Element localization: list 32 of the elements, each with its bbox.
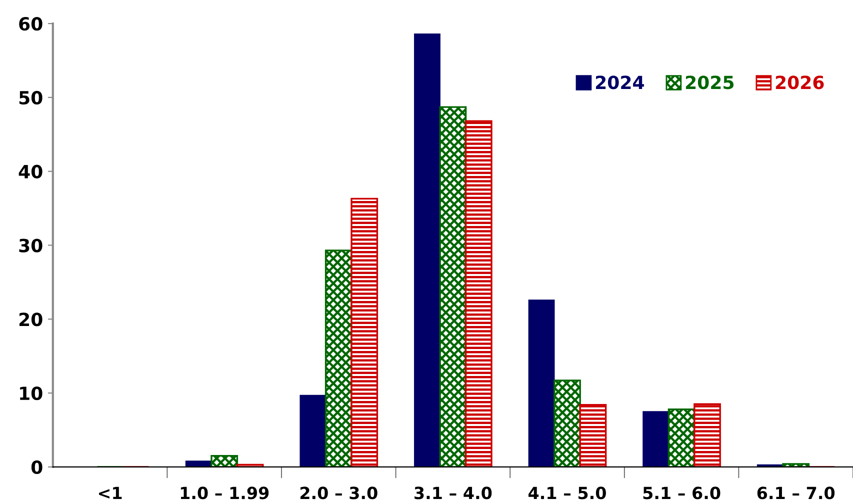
y-tick-label: 60 — [19, 17, 42, 31]
bar — [439, 106, 467, 467]
x-tick-label: <1 — [99, 486, 122, 500]
x-tick-label: 6.1 – 7.0 — [757, 486, 835, 500]
bar — [528, 300, 555, 467]
bar — [668, 408, 696, 467]
bar — [554, 380, 581, 467]
legend-label: 2025 — [686, 76, 734, 90]
x-tick-label: 5.1 – 6.0 — [643, 486, 720, 500]
bar — [300, 394, 326, 467]
x-tick-label: 3.1 – 4.0 — [414, 486, 492, 500]
bar — [414, 34, 440, 467]
x-tick-label: 1.0 – 1.99 — [180, 486, 269, 500]
y-tick-label: 30 — [19, 238, 42, 252]
bar — [185, 460, 212, 467]
bar — [579, 404, 607, 467]
bar — [694, 403, 721, 467]
x-tick-label: 2.0 – 3.0 — [300, 486, 378, 500]
bar — [210, 455, 238, 467]
bar — [782, 463, 810, 467]
bar — [464, 120, 492, 467]
y-tick-label: 50 — [19, 90, 42, 105]
x-tick-label: 4.1 – 5.0 — [528, 486, 606, 500]
y-tick-label: 0 — [31, 460, 42, 474]
bar — [642, 411, 670, 467]
y-tick-label: 20 — [19, 312, 42, 326]
bar — [324, 250, 352, 467]
legend-label: 2024 — [596, 76, 644, 90]
y-tick-label: 40 — [18, 164, 42, 178]
y-tick-label: 10 — [20, 386, 42, 400]
bar — [350, 198, 378, 467]
legend-label: 2026 — [776, 76, 824, 90]
